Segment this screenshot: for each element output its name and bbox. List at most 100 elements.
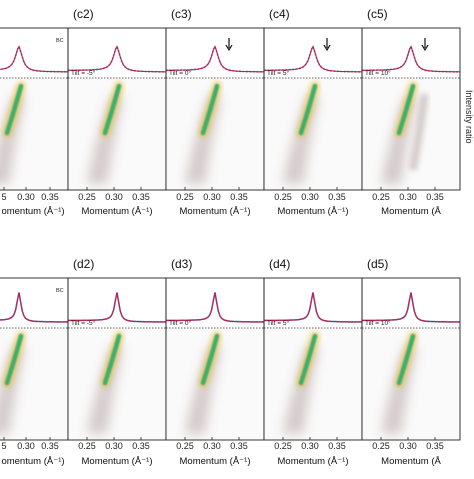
mdc-curve — [68, 292, 166, 323]
second-branch — [409, 93, 429, 171]
panel: (c4) Tilt = 5° 0.25 0.30 0.35 Momentum (Å⁻¹) — [263, 7, 363, 217]
panel: (c2) Tilt = -5° 0.25 0.30 0.35 Momentum (Å⁻¹) — [67, 7, 167, 217]
x-axis-label: omentum (Å⁻¹) — [1, 206, 64, 217]
mdc-fit-curve — [264, 44, 362, 73]
stub-label: BC — [56, 288, 64, 294]
x-tick-label: 0.25 — [274, 441, 292, 451]
mdc-fit-curve — [0, 44, 68, 73]
x-tick-label: 0.25 — [176, 192, 194, 202]
x-tick-label: 0.30 — [399, 441, 417, 451]
tilt-label: Tilt = -5° — [71, 319, 96, 327]
tilt-label: Tilt = 0° — [169, 69, 191, 77]
panel-frame — [361, 27, 461, 191]
x-tick-label: 0.25 — [176, 441, 194, 451]
panel-label: (d4) — [269, 257, 290, 271]
band-core — [200, 83, 220, 136]
band-core — [4, 83, 24, 136]
x-tick-label: 0.30 — [203, 441, 221, 451]
mdc-curve — [166, 45, 264, 73]
x-axis-label: Momentum (Å⁻¹) — [82, 456, 153, 467]
mdc-fit-curve — [362, 292, 460, 323]
panel: (c3) Tilt = 0° 0.25 0.30 0.35 Momentum (Å⁻¹) — [165, 7, 265, 217]
x-tick-label: 0.25 — [372, 192, 390, 202]
x-tick-label: 0.35 — [41, 192, 59, 202]
panel-label: (c3) — [171, 7, 192, 21]
x-tick-label: 0.35 — [328, 441, 346, 451]
band-core — [298, 83, 318, 136]
panel-label: (c4) — [269, 7, 290, 21]
x-tick-label: 0.35 — [230, 441, 248, 451]
panel: (d4) Tilt = 5° 0.25 0.30 0.35 Momentum (Å⁻¹) — [263, 257, 363, 467]
x-tick-label: 0.35 — [132, 441, 150, 451]
panel-frame — [361, 277, 461, 441]
mdc-curve — [362, 292, 460, 323]
tilt-label: Tilt = 0° — [169, 319, 191, 327]
right-axis-label: Intensity ratio — [464, 90, 474, 144]
x-tick-label: 0.35 — [426, 441, 444, 451]
tilt-label: Tilt = -5° — [71, 69, 96, 77]
mdc-fit-curve — [166, 44, 264, 73]
x-tick-label: 0.30 — [17, 192, 35, 202]
band-core — [4, 333, 24, 386]
mdc-curve — [362, 45, 460, 73]
tilt-label: Tilt = 5° — [267, 69, 289, 77]
band-core — [102, 83, 122, 136]
mdc-fit-curve — [68, 44, 166, 73]
x-tick-label: 0.35 — [230, 192, 248, 202]
panel: (d5) Tilt = 10° 0.25 0.30 0.35 Momentum (Å — [361, 257, 461, 467]
dispersion-cloud — [0, 96, 25, 184]
band-core — [200, 333, 220, 386]
mdc-fit-curve — [0, 292, 68, 323]
arrow-head-icon — [225, 44, 233, 52]
mdc-curve — [0, 45, 68, 73]
panel: (c5) Tilt = 10° 0.25 0.30 0.35 Momentum (Å — [361, 7, 461, 217]
x-tick-label: 0.30 — [399, 192, 417, 202]
panel-label: (d2) — [73, 257, 94, 271]
x-tick-label: 0.30 — [203, 192, 221, 202]
x-tick-label: 0.25 — [78, 192, 96, 202]
mdc-curve — [166, 292, 264, 323]
band-core — [298, 333, 318, 386]
x-axis-label: Momentum (Å⁻¹) — [82, 206, 153, 217]
x-tick-label: 0.35 — [41, 441, 59, 451]
panel-label: (d3) — [171, 257, 192, 271]
tilt-label: Tilt = 10° — [365, 319, 391, 327]
panel: (d3) Tilt = 0° 0.25 0.30 0.35 Momentum (Å⁻¹) — [165, 257, 265, 467]
mdc-curve — [264, 292, 362, 323]
arrow-head-icon — [421, 44, 429, 52]
panel: (d2) Tilt = -5° 0.25 0.30 0.35 Momentum (Å⁻¹) — [67, 257, 167, 467]
mdc-fit-curve — [166, 292, 264, 323]
x-axis-label: Momentum (Å⁻¹) — [180, 206, 251, 217]
x-tick-label: 0.25 — [274, 192, 292, 202]
x-tick-label: 0.25 — [372, 441, 390, 451]
stub-label: BC — [56, 38, 64, 44]
mdc-curve — [0, 292, 68, 323]
x-axis-label: Momentum (Å — [381, 456, 441, 467]
mdc-fit-curve — [68, 292, 166, 323]
x-tick-label: 0.35 — [132, 192, 150, 202]
arrow-head-icon — [323, 44, 331, 52]
x-tick-label: 0.30 — [301, 192, 319, 202]
band-core — [396, 83, 416, 136]
x-tick-label: 0.30 — [301, 441, 319, 451]
mdc-curve — [68, 45, 166, 73]
x-tick-label: 5 — [1, 192, 6, 202]
x-axis-label: Momentum (Å⁻¹) — [180, 456, 251, 467]
x-axis-label: Momentum (Å⁻¹) — [278, 206, 349, 217]
mdc-fit-curve — [264, 292, 362, 323]
x-tick-label: 0.25 — [78, 441, 96, 451]
band-core — [102, 333, 122, 386]
x-tick-label: 0.30 — [17, 441, 35, 451]
x-tick-label: 0.35 — [328, 192, 346, 202]
mdc-fit-curve — [362, 44, 460, 73]
mdc-curve — [264, 45, 362, 73]
x-axis-label: Momentum (Å⁻¹) — [278, 456, 349, 467]
x-tick-label: 0.35 — [426, 192, 444, 202]
x-tick-label: 0.30 — [105, 441, 123, 451]
panel-label: (d5) — [367, 257, 388, 271]
panel-label: (c5) — [367, 7, 388, 21]
